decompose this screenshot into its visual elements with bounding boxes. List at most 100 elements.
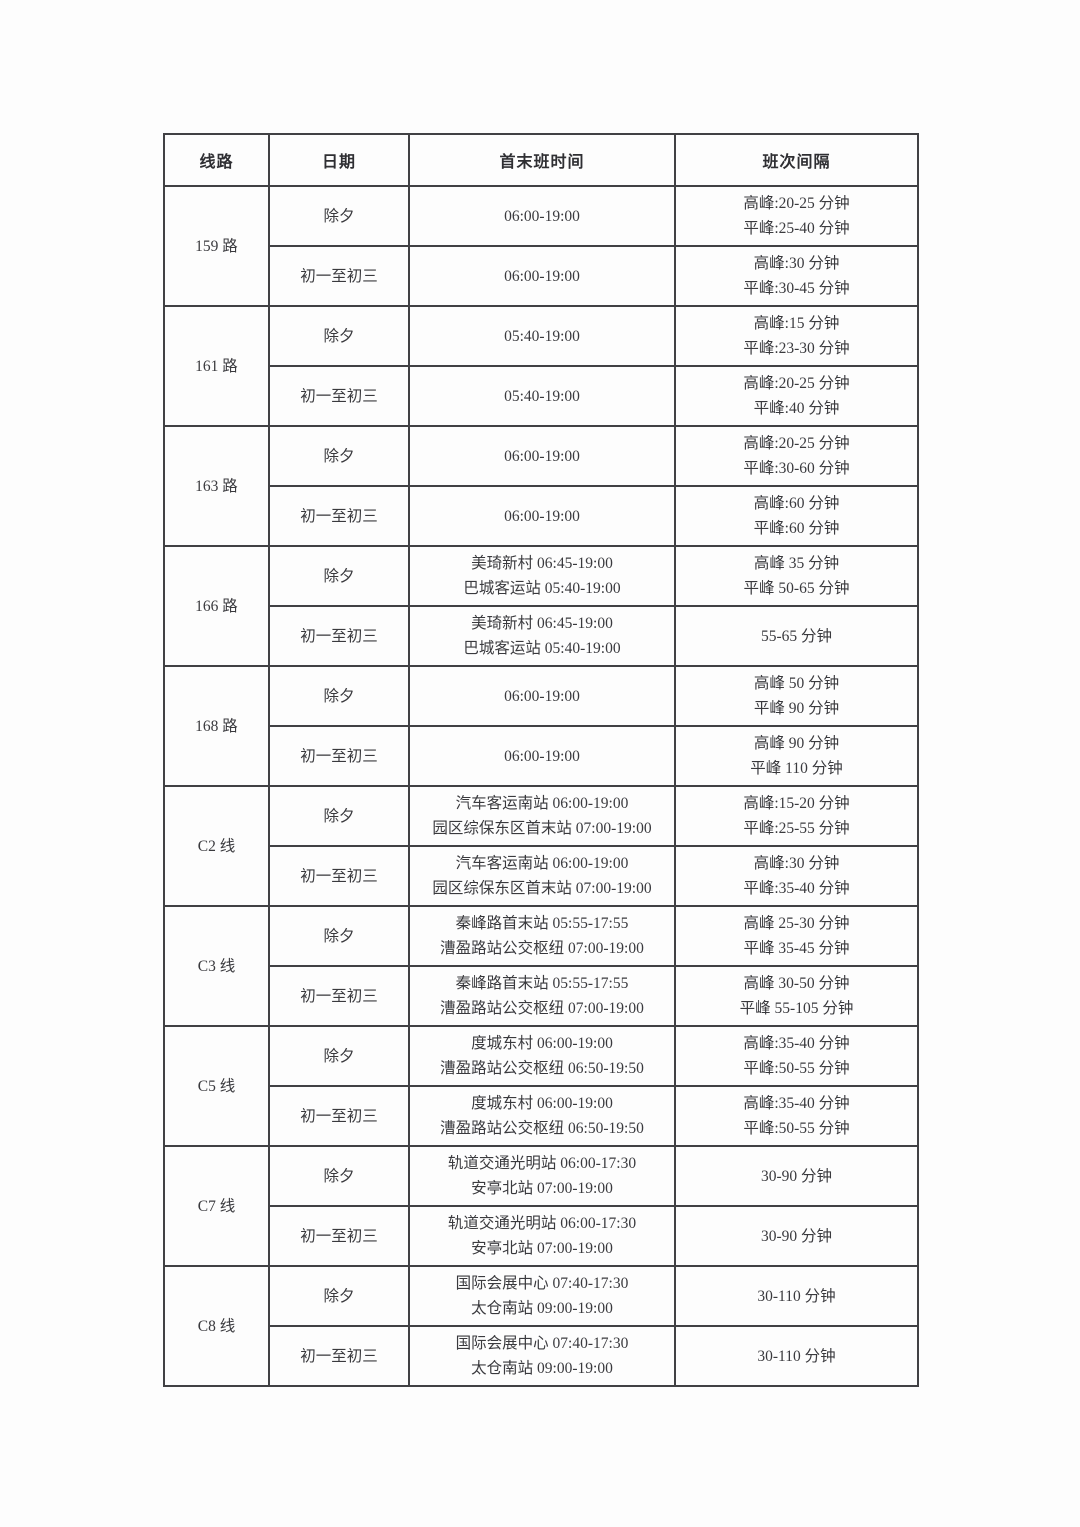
time-text-line: 巴城客运站 05:40-19:00 xyxy=(463,640,621,657)
time-text-line: 漕盈路站公交枢纽 06:50-19:50 xyxy=(440,1060,644,1077)
table-row: C8 线除夕 国际会展中心 07:40-17:30 太仓南站 09:00-19:00… xyxy=(163,1265,919,1387)
line-name-cell: C5 线 xyxy=(163,1025,270,1147)
date-cell: 除夕 xyxy=(268,1025,410,1087)
interval-text-line: 30-110 分钟 xyxy=(757,1287,836,1305)
time-text-line: 汽车客运南站 06:00-19:00 xyxy=(455,855,629,872)
interval-text-line: 高峰 30-50 分钟 xyxy=(743,975,850,992)
table-row: 初一至初三 轨道交通光明站 06:00-17:30 安亭北站 07:00-19:00… xyxy=(164,1205,919,1267)
interval-text-line: 高峰 50 分钟 xyxy=(753,675,840,692)
date-cell: 初一至初三 xyxy=(268,245,410,307)
time-text-line: 安亭北站 07:00-19:00 xyxy=(471,1180,613,1197)
date-cell: 初一至初三 xyxy=(268,845,410,907)
date-cell: 除夕 xyxy=(268,185,410,247)
first-last-time-cell: 国际会展中心 07:40-17:30 太仓南站 09:00-19:00 xyxy=(408,1265,676,1327)
interval-text-line: 高峰:20-25 分钟 xyxy=(743,195,850,212)
interval-cell: 高峰:15-20 分钟 平峰:25-55 分钟 xyxy=(674,785,919,847)
interval-text-line: 平峰 110 分钟 xyxy=(750,760,843,777)
first-last-time-cell: 轨道交通光明站 06:00-17:30 安亭北站 07:00-19:00 xyxy=(408,1205,676,1267)
first-last-time-cell: 轨道交通光明站 06:00-17:30 安亭北站 07:00-19:00 xyxy=(408,1145,676,1207)
table-row: 初一至初三 06:00-19:00 高峰:60 分钟 平峰:60 分钟 xyxy=(164,485,919,547)
line-name-cell: C7 线 xyxy=(163,1145,270,1267)
column-header-first-last-time: 首末班时间 xyxy=(408,133,676,187)
line-name-cell: C2 线 xyxy=(163,785,270,907)
table-row: C5 线除夕 度城东村 06:00-19:00 漕盈路站公交枢纽 06:50-19:… xyxy=(163,1025,919,1147)
line-name-cell: 159 路 xyxy=(163,185,270,307)
time-text-line: 国际会展中心 07:40-17:30 xyxy=(455,1275,629,1292)
interval-cell: 高峰:35-40 分钟 平峰:50-55 分钟 xyxy=(674,1085,919,1147)
interval-text-line: 高峰:30 分钟 xyxy=(753,255,840,272)
time-text-line: 轨道交通光明站 06:00-17:30 xyxy=(447,1155,637,1172)
time-text-line: 园区综保东区首末站 07:00-19:00 xyxy=(432,820,652,837)
interval-text-line: 平峰:40 分钟 xyxy=(753,400,840,417)
time-text-line: 度城东村 06:00-19:00 xyxy=(471,1035,613,1052)
line-name-cell: 166 路 xyxy=(163,545,270,667)
interval-cell: 30-110 分钟 xyxy=(674,1325,919,1387)
interval-text-line: 平峰:60 分钟 xyxy=(753,520,840,537)
table-row: 初一至初三 度城东村 06:00-19:00 漕盈路站公交枢纽 06:50-19:5… xyxy=(164,1085,919,1147)
time-text-line: 06:00-19:00 xyxy=(504,267,580,285)
date-cell: 初一至初三 xyxy=(268,725,410,787)
time-text-line: 轨道交通光明站 06:00-17:30 xyxy=(447,1215,637,1232)
date-cell: 除夕 xyxy=(268,785,410,847)
time-text-line: 巴城客运站 05:40-19:00 xyxy=(463,580,621,597)
interval-text-line: 平峰 35-45 分钟 xyxy=(743,940,850,957)
interval-cell: 30-90 分钟 xyxy=(674,1145,919,1207)
time-text-line: 秦峰路首末站 05:55-17:55 xyxy=(455,915,629,932)
line-name-cell: 168 路 xyxy=(163,665,270,787)
first-last-time-cell: 06:00-19:00 xyxy=(408,185,676,247)
interval-cell: 高峰:35-40 分钟 平峰:50-55 分钟 xyxy=(674,1025,919,1087)
table-row: 166 路除夕 美琦新村 06:45-19:00 巴城客运站 05:40-19:00… xyxy=(163,545,919,667)
interval-text-line: 高峰 90 分钟 xyxy=(753,735,840,752)
time-text-line: 06:00-19:00 xyxy=(504,747,580,765)
table-row: C7 线除夕 轨道交通光明站 06:00-17:30 安亭北站 07:00-19:0… xyxy=(163,1145,919,1267)
bus-schedule-table-container: 线路 日期 首末班时间 班次间隔 159 路除夕 06:00-19:00 高峰:20… xyxy=(163,133,919,1387)
interval-text-line: 平峰 55-105 分钟 xyxy=(739,1000,854,1017)
time-text-line: 05:40-19:00 xyxy=(504,327,580,345)
time-text-line: 安亭北站 07:00-19:00 xyxy=(471,1240,613,1257)
date-cell: 除夕 xyxy=(268,425,410,487)
time-text-line: 漕盈路站公交枢纽 06:50-19:50 xyxy=(440,1120,644,1137)
date-cell: 初一至初三 xyxy=(268,605,410,667)
time-text-line: 美琦新村 06:45-19:00 xyxy=(471,615,613,632)
date-cell: 初一至初三 xyxy=(268,365,410,427)
interval-cell: 高峰 25-30 分钟 平峰 35-45 分钟 xyxy=(674,905,919,967)
interval-cell: 30-110 分钟 xyxy=(674,1265,919,1327)
interval-text-line: 高峰:30 分钟 xyxy=(753,855,840,872)
date-cell: 初一至初三 xyxy=(268,485,410,547)
table-row: C3 线除夕 秦峰路首末站 05:55-17:55 漕盈路站公交枢纽 07:00-1… xyxy=(163,905,919,1027)
table-row: 初一至初三 美琦新村 06:45-19:00 巴城客运站 05:40-19:00 55… xyxy=(164,605,919,667)
interval-cell: 高峰:20-25 分钟 平峰:40 分钟 xyxy=(674,365,919,427)
interval-text-line: 30-110 分钟 xyxy=(757,1347,836,1365)
interval-text-line: 高峰:20-25 分钟 xyxy=(743,435,850,452)
time-text-line: 06:00-19:00 xyxy=(504,447,580,465)
interval-cell: 30-90 分钟 xyxy=(674,1205,919,1267)
time-text-line: 汽车客运南站 06:00-19:00 xyxy=(455,795,629,812)
line-name-cell: 163 路 xyxy=(163,425,270,547)
date-cell: 除夕 xyxy=(268,905,410,967)
column-header-date: 日期 xyxy=(268,133,410,187)
time-text-line: 06:00-19:00 xyxy=(504,507,580,525)
interval-text-line: 高峰 35 分钟 xyxy=(753,555,840,572)
time-text-line: 漕盈路站公交枢纽 07:00-19:00 xyxy=(440,940,644,957)
time-text-line: 美琦新村 06:45-19:00 xyxy=(471,555,613,572)
interval-text-line: 平峰 50-65 分钟 xyxy=(743,580,850,597)
interval-text-line: 平峰:30-45 分钟 xyxy=(743,280,850,297)
date-cell: 除夕 xyxy=(268,1265,410,1327)
first-last-time-cell: 汽车客运南站 06:00-19:00 园区综保东区首末站 07:00-19:00 xyxy=(408,845,676,907)
first-last-time-cell: 度城东村 06:00-19:00 漕盈路站公交枢纽 06:50-19:50 xyxy=(408,1085,676,1147)
interval-cell: 高峰:20-25 分钟 平峰:30-60 分钟 xyxy=(674,425,919,487)
date-cell: 除夕 xyxy=(268,1145,410,1207)
first-last-time-cell: 秦峰路首末站 05:55-17:55 漕盈路站公交枢纽 07:00-19:00 xyxy=(408,905,676,967)
interval-cell: 高峰:15 分钟 平峰:23-30 分钟 xyxy=(674,305,919,367)
time-text-line: 06:00-19:00 xyxy=(504,687,580,705)
time-text-line: 园区综保东区首末站 07:00-19:00 xyxy=(432,880,652,897)
time-text-line: 06:00-19:00 xyxy=(504,207,580,225)
date-cell: 除夕 xyxy=(268,545,410,607)
table-row: 163 路除夕 06:00-19:00 高峰:20-25 分钟 平峰:30-60 分钟 xyxy=(163,425,919,547)
interval-text-line: 高峰:35-40 分钟 xyxy=(743,1095,850,1112)
interval-text-line: 平峰:35-40 分钟 xyxy=(743,880,850,897)
interval-text-line: 30-90 分钟 xyxy=(760,1167,833,1185)
table-row: 初一至初三 秦峰路首末站 05:55-17:55 漕盈路站公交枢纽 07:00-19… xyxy=(164,965,919,1027)
interval-cell: 高峰:20-25 分钟 平峰:25-40 分钟 xyxy=(674,185,919,247)
interval-text-line: 平峰:50-55 分钟 xyxy=(743,1120,850,1137)
